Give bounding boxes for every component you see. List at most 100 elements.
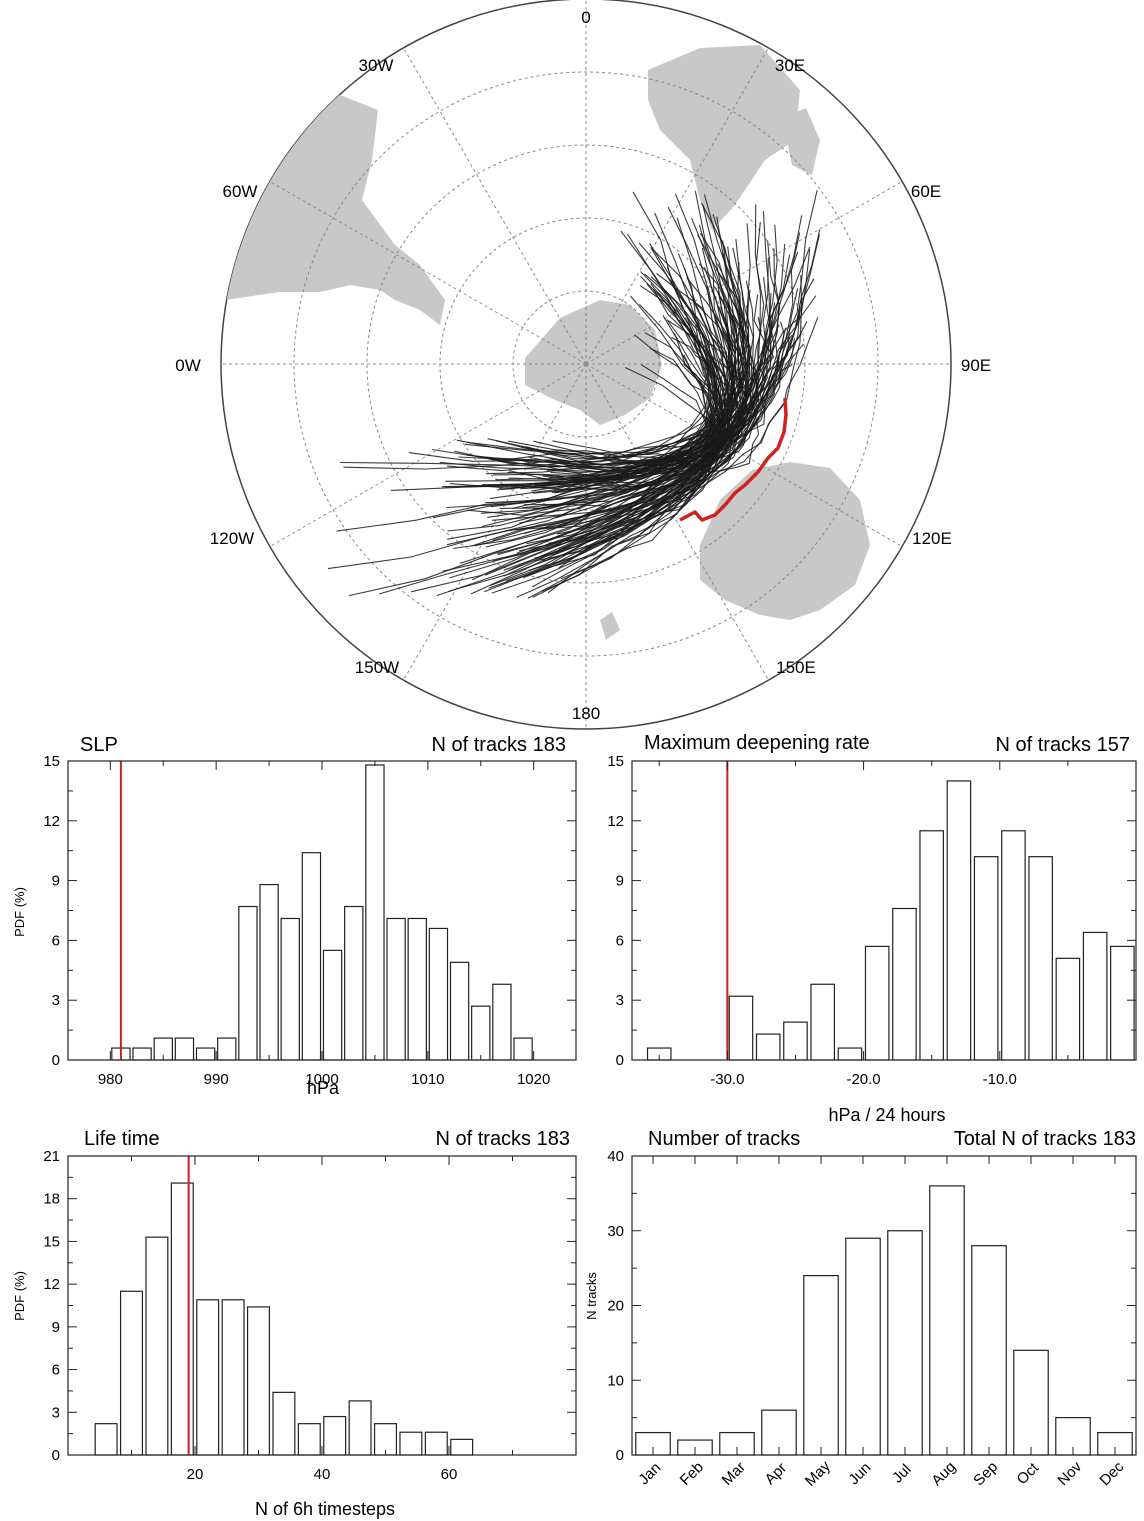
y-tick-label: 9 (616, 873, 624, 890)
y-tick-label: 12 (43, 1276, 60, 1293)
y-tick-label: 3 (616, 992, 624, 1009)
y-tick-label: 0 (616, 1447, 624, 1464)
deepening-rate-histogram-panel: Maximum deepening rate N of tracks 157 h… (607, 732, 1137, 1125)
y-tick-label: 18 (43, 1191, 60, 1208)
meridian-line (403, 363, 587, 681)
histogram-bar (1055, 957, 1081, 1061)
lon-label-150w: 150W (355, 658, 399, 677)
x-tick-label: Dec (1096, 1458, 1127, 1489)
histogram-bar (259, 883, 279, 1061)
histogram-bar (272, 1391, 296, 1456)
meridian-line (585, 181, 903, 365)
x-tick-label: 990 (204, 1071, 229, 1088)
lon-label-150e: 150E (776, 658, 816, 677)
y-axis-label: PDF (%) (12, 887, 27, 937)
histogram-bar (217, 1037, 237, 1061)
histogram-bar (971, 1245, 1007, 1456)
histogram-bar (946, 780, 972, 1061)
lon-label-90e: 90E (961, 356, 991, 375)
land-australia (700, 462, 870, 620)
land-new-zealand (600, 612, 620, 640)
x-tick-label: Mar (719, 1459, 749, 1489)
histogram-bar (810, 983, 836, 1061)
monthly-tracks-panel: Number of tracks Total N of tracks 183 N… (584, 1128, 1137, 1490)
panel-title: Life time (84, 1128, 160, 1150)
y-tick-label: 30 (607, 1223, 624, 1240)
y-tick-label: 15 (607, 753, 624, 770)
histogram-bar (428, 927, 449, 1061)
lon-label-0: 0 (581, 8, 590, 27)
plot-frame (631, 1155, 1137, 1456)
lon-label-60w: 60W (223, 182, 258, 201)
y-tick-label: 0 (52, 1052, 60, 1069)
y-tick-label: 9 (52, 873, 60, 890)
y-tick-label: 12 (607, 813, 624, 830)
y-axis-label: N tracks (584, 1272, 599, 1320)
histogram-bar (297, 1423, 321, 1456)
y-tick-label: 6 (52, 932, 60, 949)
histogram-bar (170, 1182, 194, 1456)
lon-label-30e: 30E (775, 56, 805, 75)
x-axis-label: N of 6h timesteps (255, 1499, 395, 1519)
y-axis-label: PDF (%) (12, 1271, 27, 1321)
histogram-bar (145, 1236, 169, 1456)
meridian-line (585, 47, 769, 365)
y-tick-label: 9 (52, 1319, 60, 1336)
histogram-bar (450, 1438, 474, 1456)
histogram-bar (919, 830, 944, 1061)
lon-label-60e: 60E (911, 182, 941, 201)
histogram-bar (973, 856, 999, 1061)
x-tick-label: Jan (635, 1459, 664, 1488)
x-tick-label: May (802, 1457, 834, 1489)
y-tick-label: 15 (43, 753, 60, 770)
y-tick-label: 40 (607, 1148, 624, 1165)
x-tick-label: Aug (928, 1458, 959, 1489)
panel-title: SLP (80, 734, 118, 756)
x-tick-label: 40 (314, 1466, 331, 1483)
x-tick-label: Jul (889, 1461, 915, 1487)
lon-label-180: 180 (572, 704, 600, 723)
lon-label-120w: 120W (210, 529, 254, 548)
storm-track (527, 295, 726, 599)
storm-track (519, 263, 734, 524)
storm-track (378, 276, 730, 595)
x-tick-label: 1000 (305, 1071, 338, 1088)
histogram-bar (365, 764, 385, 1061)
histogram-bar (845, 1237, 881, 1456)
panel-track-count: Total N of tracks 183 (954, 1128, 1136, 1150)
histogram-bar (196, 1299, 220, 1456)
histogram-bar (471, 1005, 491, 1061)
x-tick-label: 1020 (517, 1071, 550, 1088)
storm-track (446, 327, 787, 509)
storm-track (555, 302, 742, 519)
meridian-line (585, 363, 769, 681)
x-tick-label: Oct (1014, 1459, 1043, 1488)
x-axis-label: hPa / 24 hours (828, 1105, 945, 1125)
histogram-bar (323, 1415, 347, 1456)
storm-track (542, 275, 803, 562)
y-tick-label: 0 (616, 1052, 624, 1069)
histogram-bar (174, 1037, 195, 1061)
y-tick-label: 21 (43, 1148, 60, 1165)
histogram-bar (424, 1431, 448, 1456)
storm-track (447, 288, 710, 532)
histogram-bar (322, 949, 343, 1061)
histogram-bar (783, 1021, 808, 1061)
y-tick-label: 10 (607, 1372, 624, 1389)
x-tick-label: Sep (970, 1458, 1001, 1489)
histogram-bar (837, 1047, 863, 1061)
histogram-bar (803, 1274, 839, 1456)
storm-track (531, 330, 745, 492)
meridian-line (403, 47, 587, 365)
storm-track (327, 275, 718, 570)
histogram-bar (513, 1037, 533, 1061)
y-tick-label: 0 (52, 1447, 60, 1464)
storm-track (487, 278, 815, 518)
mean-track-line (679, 397, 788, 522)
histogram-bar (348, 1400, 372, 1456)
latitude-circle (293, 71, 879, 657)
histogram-bar (728, 995, 754, 1061)
storm-track (520, 267, 729, 479)
histogram-bar (892, 907, 917, 1061)
histogram-bar (1028, 856, 1053, 1061)
